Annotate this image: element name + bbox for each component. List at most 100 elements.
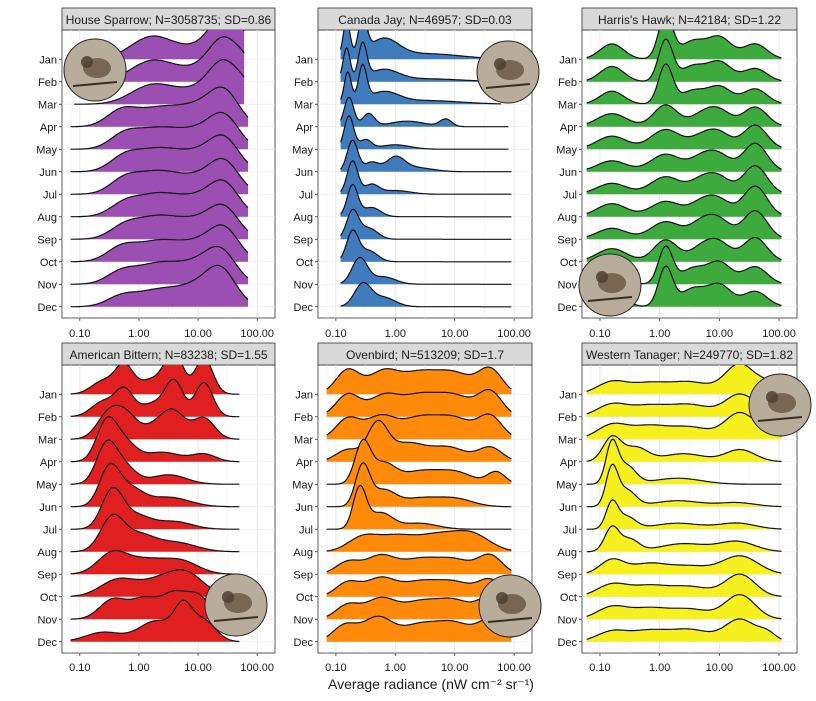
month-tick-label: Feb [294, 77, 313, 89]
month-tick-label: Nov [293, 614, 313, 626]
ridge-line-may [586, 438, 782, 485]
month-tick-label: Jul [299, 189, 313, 201]
ridge-line-dec [70, 264, 249, 308]
month-tick-label: Apr [40, 457, 57, 469]
panels-layer: House Sparrow; N=3058735; SD=0.86 Jan Feb M… [36, 7, 812, 674]
month-tick-label: Nov [37, 279, 57, 291]
ridge-line-jun [326, 462, 512, 508]
ridge-fill-jun [340, 140, 512, 172]
ridge-line-apr [326, 419, 512, 460]
month-tick-label: Nov [293, 279, 313, 291]
ridge-fill-jul [586, 499, 782, 530]
x-tick-label: 0.10 [325, 328, 346, 340]
ridge-line-apr [586, 435, 782, 463]
ridge-line-oct [326, 576, 512, 595]
ridge-fill-jul [586, 165, 782, 195]
month-tick-label: Mar [558, 99, 577, 111]
month-tick-label: Sep [37, 569, 57, 581]
ridge-line-jun [586, 142, 782, 170]
ridge-line-jun [586, 463, 782, 508]
ridge-line-apr [70, 416, 240, 463]
month-tick-label: Dec [293, 302, 313, 314]
month-tick-label: Oct [560, 257, 577, 269]
x-tick-label: 10.00 [184, 662, 212, 674]
ovenbird-photo [478, 574, 542, 638]
ridge-line-aug [70, 513, 240, 553]
month-tick-label: Jul [563, 524, 577, 536]
ridge-line-nov [70, 245, 249, 285]
ridge-fill-jun [586, 143, 782, 172]
panel-5: Ovenbird; N=513209; SD=1.7 Jan Feb Mar Apr Ma… [292, 342, 542, 674]
ridge-fill-feb [326, 389, 512, 417]
ridge-fill-oct [70, 569, 240, 597]
month-tick-label: Jul [43, 524, 57, 536]
month-tick-label: Jul [43, 189, 57, 201]
ridge-fill-aug [326, 530, 512, 552]
ridge-line-jun [70, 134, 249, 173]
month-tick-label: Oct [40, 257, 57, 269]
month-tick-label: Jul [563, 189, 577, 201]
ridge-line-feb [340, 41, 501, 82]
panel-3: Harris's Hawk; N=42184; SD=1.22 Jan Feb Mar… [556, 7, 798, 340]
ridge-line-mar [586, 63, 782, 105]
month-tick-label: Jan [295, 389, 313, 401]
ridge-line-mar [586, 411, 782, 438]
ridge-line-oct [586, 237, 782, 261]
month-tick-label: Jun [295, 502, 313, 514]
ridge-line-sep [340, 208, 512, 240]
x-axis-label: Average radiance (nW cm⁻² sr⁻¹) [328, 676, 534, 692]
ridge-fill-oct [326, 576, 512, 597]
ridge-fill-aug [340, 184, 512, 217]
month-tick-label: Jan [559, 389, 577, 401]
ridge-line-may [340, 115, 509, 150]
month-tick-label: Feb [38, 412, 57, 424]
ridge-fill-mar [586, 412, 782, 440]
ridge-line-aug [340, 183, 512, 218]
ridge-line-feb [586, 38, 782, 82]
month-tick-label: Dec [37, 302, 57, 314]
x-tick-label: 100.00 [762, 662, 796, 674]
ridge-line-jul [586, 165, 782, 193]
month-tick-label: Dec [293, 637, 313, 649]
ridge-fill-feb [586, 39, 782, 82]
ridge-fill-sep [70, 550, 240, 575]
ridge-fill-sep [70, 204, 248, 240]
x-tick-label: 100.00 [497, 328, 531, 340]
x-tick-label: 0.10 [69, 328, 90, 340]
month-tick-label: Sep [293, 234, 313, 246]
month-tick-label: Sep [37, 234, 57, 246]
ridge-line-mar [326, 413, 512, 436]
month-tick-label: Aug [37, 547, 57, 559]
month-tick-label: Oct [296, 257, 313, 269]
panel-title: American Bittern; N=83238; SD=1.55 [69, 348, 267, 362]
ridge-line-jul [586, 499, 782, 530]
month-tick-label: Mar [38, 434, 57, 446]
ridge-fill-jul [70, 158, 248, 195]
ridge-fill-sep [326, 554, 512, 575]
ridge-line-sep [70, 203, 249, 240]
x-tick-label: 10.00 [441, 662, 469, 674]
ridge-line-jul [70, 157, 249, 195]
ridge-fill-dec [326, 616, 512, 642]
ridge-fill-jan [340, 30, 501, 60]
ridge-line-aug [586, 185, 782, 215]
ridge-fill-sep [586, 210, 782, 240]
ridge-fill-mar [340, 64, 501, 105]
month-tick-label: Apr [560, 457, 577, 469]
ridge-line-mar [74, 59, 245, 105]
ridge-line-feb [586, 393, 782, 415]
ridges [586, 365, 782, 642]
month-tick-label: May [36, 144, 57, 156]
ridge-line-sep [70, 549, 240, 575]
month-tick-label: Feb [558, 77, 577, 89]
ridge-fill-oct [586, 237, 782, 262]
ridge-line-jan [326, 366, 512, 390]
x-tick-label: 100.00 [762, 328, 796, 340]
ridge-fill-apr [70, 87, 248, 127]
panel-title: Canada Jay; N=46957; SD=0.03 [338, 13, 512, 27]
ridge-fill-mar [74, 59, 245, 105]
ridge-line-may [586, 124, 782, 148]
ridge-line-sep [326, 553, 512, 573]
ridge-line-jan [586, 365, 782, 392]
ridge-fill-nov [326, 596, 512, 620]
